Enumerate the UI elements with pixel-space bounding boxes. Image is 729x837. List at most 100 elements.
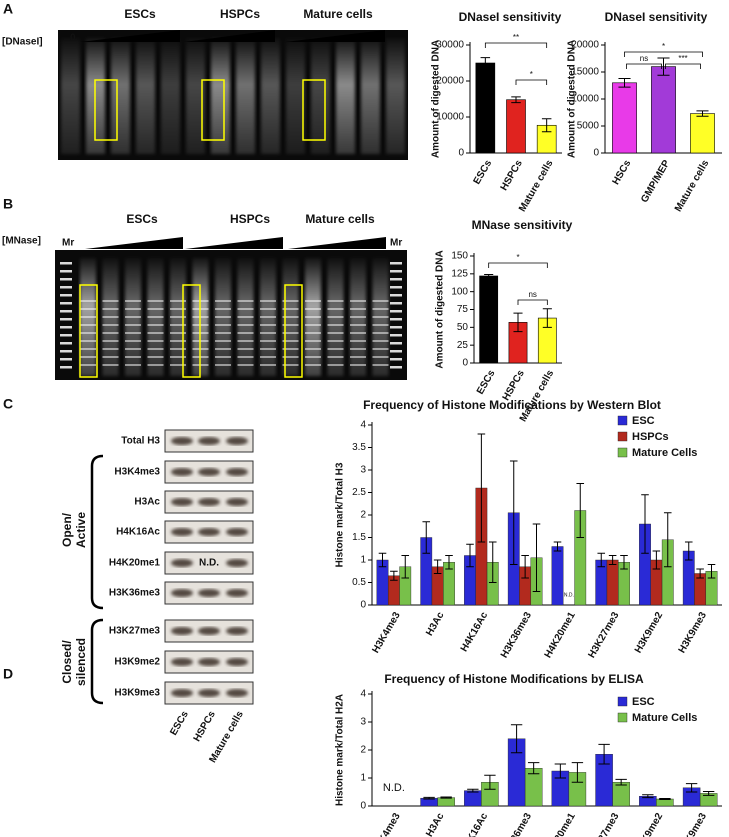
significance-bracket xyxy=(484,42,548,48)
legend-swatch xyxy=(617,431,628,442)
error-bar xyxy=(684,541,693,561)
gel-band xyxy=(350,324,366,326)
gel-band xyxy=(305,340,321,342)
gel-band xyxy=(305,364,321,366)
blot-band xyxy=(171,689,193,697)
gel-band xyxy=(350,364,366,366)
not-detected: N.D. xyxy=(564,592,574,598)
gel-band xyxy=(215,356,231,358)
gel-band xyxy=(215,340,231,342)
gel-band xyxy=(327,324,344,326)
error-bar xyxy=(696,568,704,579)
blot-band xyxy=(171,468,193,476)
y-tick-label: 2 xyxy=(360,745,366,756)
significance-bracket xyxy=(517,299,548,305)
bar xyxy=(612,782,630,807)
x-tick-label: H4K20me1 xyxy=(543,811,578,837)
chart-title: MNase sensitivity xyxy=(472,218,573,232)
gel-band xyxy=(170,316,186,318)
gel-band xyxy=(260,348,276,350)
x-tick-label: HSCs xyxy=(611,158,634,187)
significance-bracket xyxy=(624,51,703,57)
gel-band xyxy=(147,308,164,310)
gel-band xyxy=(305,308,321,310)
y-tick-label: 0 xyxy=(462,358,468,369)
gel-band xyxy=(125,364,141,366)
marker-band xyxy=(60,278,72,281)
x-tick-label: H4K20me1 xyxy=(543,610,578,660)
gel-band xyxy=(125,316,141,318)
gel-band xyxy=(80,300,96,302)
marker-band xyxy=(390,334,402,337)
y-tick-label: 3 xyxy=(360,717,366,728)
gel-band xyxy=(102,364,119,366)
error-bar xyxy=(685,783,698,793)
marker-band xyxy=(390,350,402,353)
gel-band xyxy=(372,316,389,318)
panel-label: A xyxy=(3,1,13,17)
marker-label: Mr xyxy=(62,238,74,249)
bar xyxy=(475,62,496,154)
gel-band xyxy=(102,300,119,302)
blot-band xyxy=(198,689,220,697)
x-tick-label: GMP/MEP xyxy=(639,158,672,205)
bar xyxy=(690,113,715,154)
marker-band xyxy=(60,302,72,305)
error-bar xyxy=(433,559,442,574)
blot-row-label: H3Ac xyxy=(134,497,160,508)
blot-band xyxy=(198,658,220,666)
gel-band xyxy=(102,340,119,342)
error-bar xyxy=(641,494,649,554)
significance-bracket xyxy=(626,63,662,69)
marker-band xyxy=(390,262,402,265)
marker-band xyxy=(390,358,402,361)
error-bar xyxy=(576,483,585,538)
gel-lane xyxy=(111,38,130,154)
marker-band xyxy=(60,270,72,273)
y-tick-label: 0 xyxy=(458,148,464,159)
highlight-box xyxy=(284,284,303,378)
gel-band xyxy=(102,308,119,310)
gel-band xyxy=(237,324,254,326)
y-tick-label: 0 xyxy=(593,148,599,159)
lane-group-label: Mature cells xyxy=(303,7,373,21)
gel-band xyxy=(237,364,254,366)
marker-band xyxy=(390,366,402,369)
legend-swatch xyxy=(617,696,628,707)
gel-band xyxy=(305,348,321,350)
blot-band xyxy=(171,498,193,506)
y-tick-label: 75 xyxy=(457,304,469,315)
lane-group-label: ESCs xyxy=(124,7,156,21)
gel-band xyxy=(260,356,276,358)
gel-band xyxy=(237,332,254,334)
legend-swatch xyxy=(617,712,628,723)
gel-band xyxy=(102,356,119,358)
blot-band xyxy=(226,658,248,666)
marker-band xyxy=(390,270,402,273)
blot-band xyxy=(226,589,248,597)
gel-band xyxy=(372,332,389,334)
bar xyxy=(551,546,564,606)
wedge xyxy=(185,237,283,249)
error-bar xyxy=(378,552,387,568)
marker-band xyxy=(390,286,402,289)
y-tick-label: 10000 xyxy=(436,112,464,123)
y-axis-label: Histone mark/Total H3 xyxy=(335,462,346,567)
x-tick-label: H3K27me3 xyxy=(586,811,621,837)
gel-band xyxy=(237,356,254,358)
gel-lane xyxy=(311,38,330,154)
error-bar xyxy=(477,433,486,543)
y-tick-label: 0 xyxy=(360,600,366,611)
x-tick-label: ESCs xyxy=(475,368,498,397)
gel-band xyxy=(125,308,141,310)
blot-row-label: H4K16Ac xyxy=(116,527,160,538)
x-tick-label: H4K16Ac xyxy=(459,811,491,837)
gel-band xyxy=(80,308,96,310)
error-bar xyxy=(615,778,627,786)
gel-band xyxy=(305,324,321,326)
error-bar xyxy=(571,762,584,783)
x-tick-label: H3Ac xyxy=(424,610,447,638)
error-bar xyxy=(541,118,552,133)
blot-band xyxy=(226,559,248,567)
gel-band xyxy=(350,300,366,302)
